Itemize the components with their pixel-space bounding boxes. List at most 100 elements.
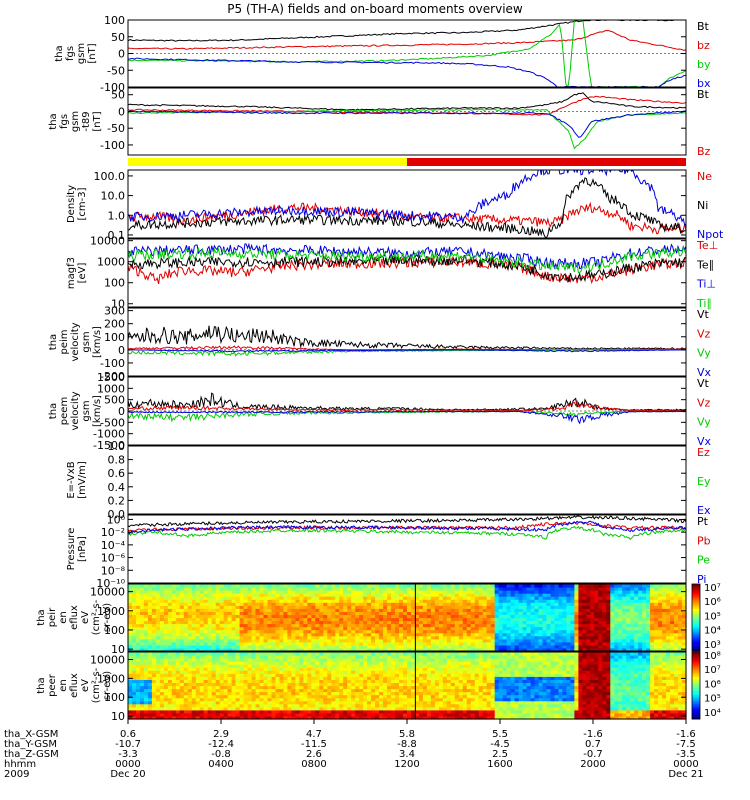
heatmap-cell xyxy=(267,632,273,637)
heatmap-cell xyxy=(383,679,388,683)
heatmap-cell xyxy=(207,706,213,711)
heatmap-cell xyxy=(155,614,161,619)
heatmap-cell xyxy=(387,664,392,668)
heatmap-cell xyxy=(498,629,504,634)
heatmap-cell xyxy=(211,664,217,668)
heatmap-cell xyxy=(391,670,396,674)
heatmap-cell xyxy=(351,596,356,600)
heatmap-cell xyxy=(626,590,631,594)
heatmap-cell xyxy=(187,716,193,720)
heatmap-cell xyxy=(387,635,392,640)
heatmap-cell xyxy=(187,623,193,628)
heatmap-cell xyxy=(128,608,133,612)
heatmap-cell xyxy=(666,596,671,600)
heatmap-cell xyxy=(379,590,384,594)
heatmap-cell xyxy=(303,638,308,643)
heatmap-cell xyxy=(554,638,560,643)
heatmap-cell xyxy=(466,623,472,628)
heatmap-cell xyxy=(411,679,416,683)
heatmap-cell xyxy=(430,596,436,600)
panel-frame xyxy=(127,307,687,377)
heatmap-cell xyxy=(542,584,548,588)
heatmap-cell xyxy=(219,664,225,668)
heatmap-cell xyxy=(355,602,360,606)
heatmap-cell xyxy=(419,635,424,640)
heatmap-cell xyxy=(263,655,269,659)
heatmap-cell xyxy=(570,605,575,609)
heatmap-cell xyxy=(303,596,308,600)
heatmap-cell xyxy=(490,638,496,643)
heatmap-cell xyxy=(355,629,360,634)
heatmap-cell xyxy=(371,664,376,668)
heatmap-cell xyxy=(151,694,157,699)
heatmap-cell xyxy=(351,626,356,631)
heatmap-cell xyxy=(132,691,137,696)
heatmap-cell xyxy=(283,629,288,634)
heatmap-cell xyxy=(434,599,440,603)
heatmap-cell xyxy=(574,587,579,591)
heatmap-cell xyxy=(283,608,288,612)
heatmap-cell xyxy=(311,629,316,634)
heatmap-cell xyxy=(291,614,296,619)
heatmap-cell xyxy=(570,590,575,594)
heatmap-cell xyxy=(518,590,524,594)
heatmap-cell xyxy=(626,599,631,603)
heatmap-cell xyxy=(339,623,344,628)
heatmap-cell xyxy=(191,626,197,631)
heatmap-cell xyxy=(323,697,328,702)
heatmap-cell xyxy=(140,611,145,615)
heatmap-cell xyxy=(128,673,133,677)
heatmap-cell xyxy=(363,590,368,594)
heatmap-cell xyxy=(331,688,336,693)
heatmap-cell xyxy=(136,661,141,665)
legend-Bt: Bt xyxy=(697,88,710,101)
heatmap-cell xyxy=(239,688,245,693)
heatmap-cell xyxy=(430,614,436,619)
heatmap-cell xyxy=(263,706,269,711)
heatmap-cell xyxy=(235,620,241,625)
heatmap-cell xyxy=(307,648,312,652)
heatmap-cell xyxy=(351,697,356,702)
heatmap-cell xyxy=(522,623,528,628)
colorbar-step xyxy=(692,624,700,627)
heatmap-cell xyxy=(407,661,412,665)
heatmap-cell xyxy=(163,697,169,702)
heatmap-cell xyxy=(136,716,141,720)
heatmap-cell xyxy=(287,694,292,699)
heatmap-cell xyxy=(147,709,153,714)
heatmap-cell xyxy=(363,632,368,637)
heatmap-cell xyxy=(367,608,372,612)
heatmap-cell xyxy=(211,691,217,696)
heatmap-cell xyxy=(147,590,153,594)
heatmap-cell xyxy=(470,590,476,594)
heatmap-cell xyxy=(163,584,169,588)
heatmap-cell xyxy=(303,593,308,597)
heatmap-cell xyxy=(618,635,623,640)
heatmap-cell xyxy=(502,590,508,594)
heatmap-cell xyxy=(279,596,285,600)
heatmap-cell xyxy=(331,673,336,677)
heatmap-cell xyxy=(618,626,623,631)
heatmap-cell xyxy=(383,700,388,705)
heatmap-cell xyxy=(387,644,392,649)
heatmap-cell xyxy=(383,602,388,606)
heatmap-cell xyxy=(311,587,316,591)
heatmap-cell xyxy=(175,697,181,702)
heatmap-cell xyxy=(395,648,400,652)
heatmap-cell xyxy=(215,602,221,606)
heatmap-cell xyxy=(359,596,364,600)
heatmap-cell xyxy=(534,614,540,619)
heatmap-cell xyxy=(140,664,145,668)
heatmap-cell xyxy=(395,638,400,643)
heatmap-cell xyxy=(550,587,556,591)
y-axis-label: velocity xyxy=(70,391,81,430)
heatmap-cell xyxy=(622,626,627,631)
series-line-Vt xyxy=(128,325,686,350)
heatmap-cell xyxy=(287,667,292,671)
heatmap-cell xyxy=(582,632,587,637)
heatmap-cell xyxy=(466,605,472,609)
heatmap-cell xyxy=(339,712,344,717)
heatmap-cell xyxy=(546,623,552,628)
heatmap-cell xyxy=(295,590,300,594)
heatmap-cell xyxy=(303,697,308,702)
